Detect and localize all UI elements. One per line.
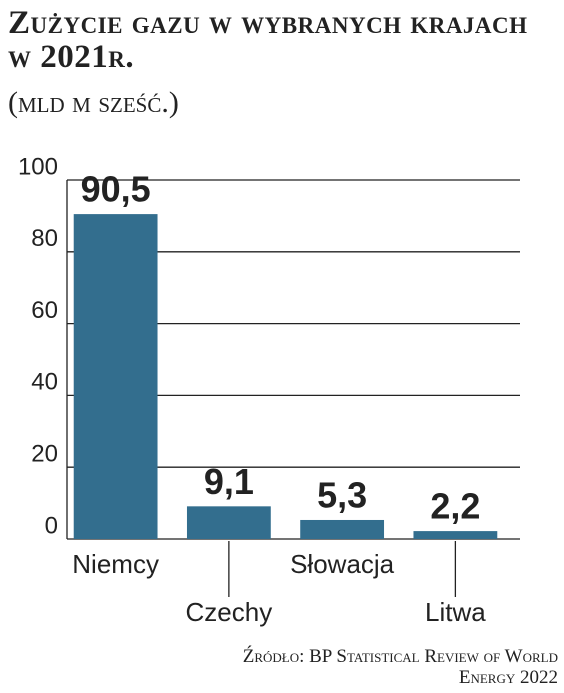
y-tick-label: 40 — [31, 369, 58, 396]
chart-subtitle: (mld m sześć.) — [8, 86, 179, 119]
value-label: 90,5 — [81, 169, 151, 210]
x-tick-label: Czechy — [186, 597, 273, 627]
y-tick-label: 80 — [31, 225, 58, 252]
value-label: 9,1 — [204, 461, 254, 502]
bar — [413, 531, 498, 539]
x-tick-label: Niemcy — [72, 549, 159, 579]
y-tick-label: 60 — [31, 297, 58, 324]
bar — [73, 214, 158, 540]
chart-title: Zużycie gazu w wybranych krajach w 2021r… — [8, 5, 528, 75]
y-tick-label: 20 — [31, 441, 58, 468]
value-label: 5,3 — [317, 474, 367, 515]
y-tick-label: 100 — [18, 153, 58, 180]
x-tick-label: Słowacja — [290, 549, 395, 579]
bar — [186, 506, 271, 539]
y-tick-label: 0 — [45, 512, 58, 539]
bar — [300, 519, 385, 539]
source-note: Źródło: BP Statistical Review of World E… — [242, 646, 558, 688]
value-label: 2,2 — [430, 486, 480, 527]
x-tick-label: Litwa — [425, 597, 486, 627]
